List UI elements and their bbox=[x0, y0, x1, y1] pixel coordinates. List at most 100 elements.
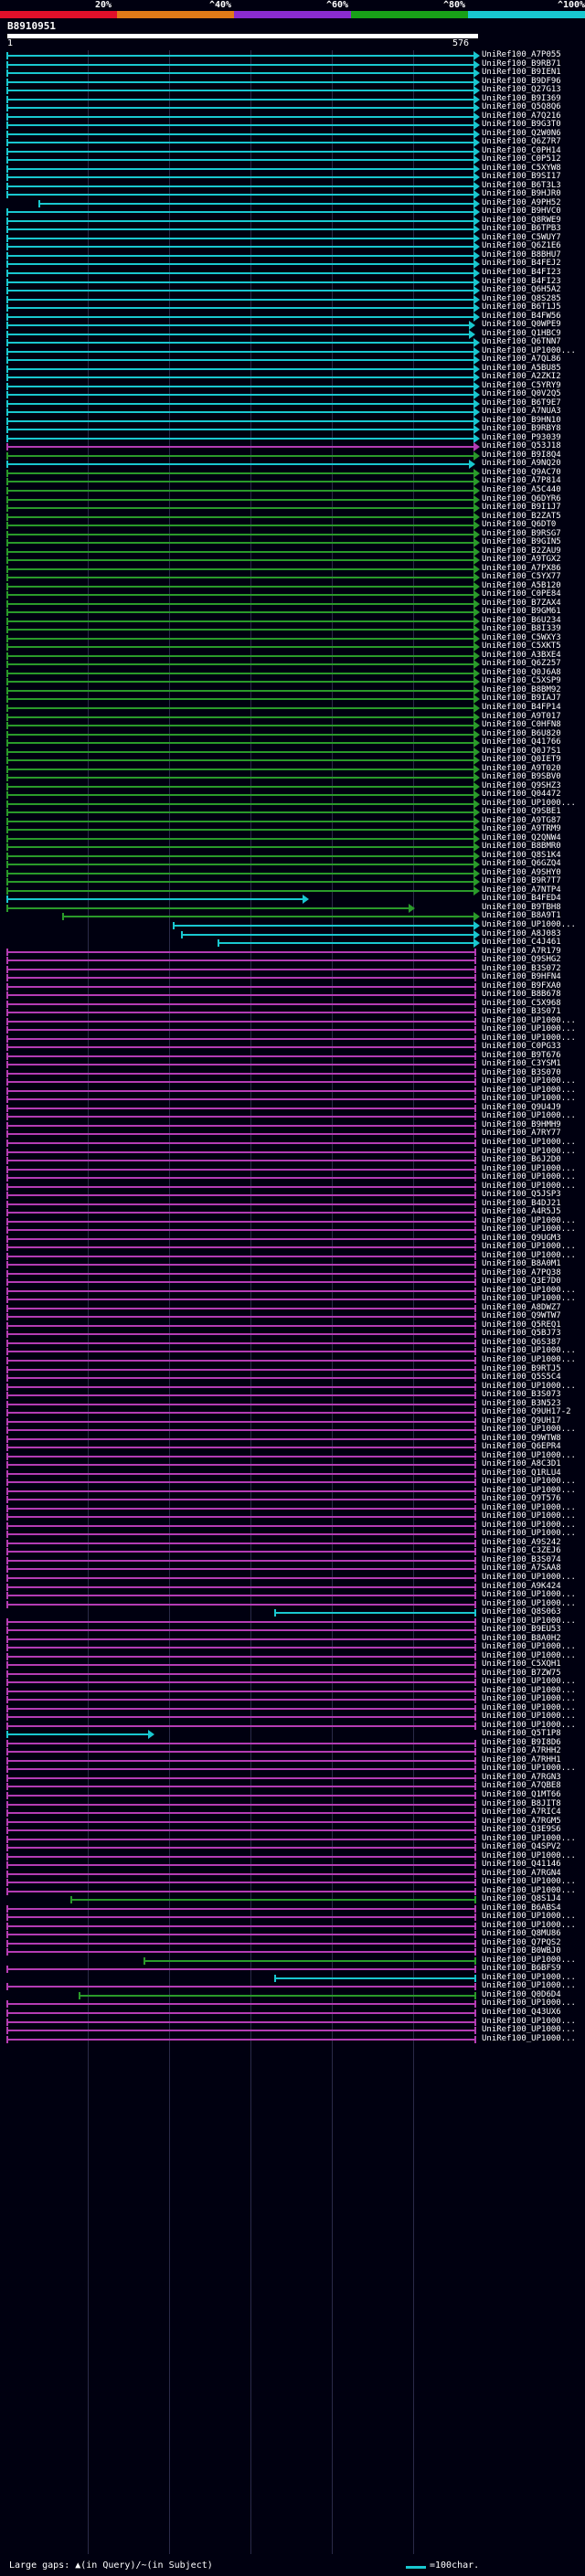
hit-row[interactable]: UniRef100_B9RSG7 bbox=[0, 529, 585, 539]
hit-label[interactable]: UniRef100_Q5S5C4 bbox=[482, 1373, 561, 1383]
hit-row[interactable]: UniRef100_B9I1J7 bbox=[0, 503, 585, 514]
hit-label[interactable]: UniRef100_UP1000... bbox=[482, 1477, 576, 1487]
hit-label[interactable]: UniRef100_Q41146 bbox=[482, 1860, 561, 1870]
hit-label[interactable]: UniRef100_B6U234 bbox=[482, 615, 561, 625]
hit-row[interactable]: UniRef100_A9S242 bbox=[0, 1538, 585, 1548]
hit-label[interactable]: UniRef100_UP1000... bbox=[482, 1590, 576, 1600]
hit-row[interactable]: UniRef100_Q6H5A2 bbox=[0, 285, 585, 296]
hit-row[interactable]: UniRef100_UP1000... bbox=[0, 1694, 585, 1704]
hit-label[interactable]: UniRef100_A7QL86 bbox=[482, 355, 561, 365]
hit-label[interactable]: UniRef100_UP1000... bbox=[482, 1181, 576, 1191]
hit-row[interactable]: UniRef100_Q9WTW8 bbox=[0, 1434, 585, 1444]
hit-row[interactable]: UniRef100_B9EU53 bbox=[0, 1625, 585, 1635]
hit-label[interactable]: UniRef100_UP1000... bbox=[482, 1215, 576, 1225]
hit-row[interactable]: UniRef100_UP1000... bbox=[0, 1450, 585, 1461]
hit-row[interactable]: UniRef100_Q6DYR6 bbox=[0, 494, 585, 504]
hit-label[interactable]: UniRef100_UP1000... bbox=[482, 1033, 576, 1043]
hit-row[interactable]: UniRef100_A7Q216 bbox=[0, 111, 585, 122]
hit-label[interactable]: UniRef100_UP1000... bbox=[482, 1511, 576, 1521]
hit-row[interactable]: UniRef100_B6ABS4 bbox=[0, 1903, 585, 1913]
hit-label[interactable]: UniRef100_A4R5J5 bbox=[482, 1207, 561, 1217]
hit-label[interactable]: UniRef100_C5XYW8 bbox=[482, 163, 561, 173]
hit-row[interactable]: UniRef100_UP1000... bbox=[0, 1382, 585, 1392]
hit-label[interactable]: UniRef100_UP1000... bbox=[482, 1998, 576, 2009]
hit-label[interactable]: UniRef100_B4DJ21 bbox=[482, 1198, 561, 1208]
hit-label[interactable]: UniRef100_B9HN10 bbox=[482, 415, 561, 425]
hit-label[interactable]: UniRef100_C0PH14 bbox=[482, 145, 561, 155]
hit-label[interactable]: UniRef100_Q9T576 bbox=[482, 1494, 561, 1504]
hit-row[interactable]: UniRef100_Q0V2Q5 bbox=[0, 389, 585, 400]
hit-label[interactable]: UniRef100_B9HJR0 bbox=[482, 189, 561, 199]
hit-row[interactable]: UniRef100_Q6GZQ4 bbox=[0, 859, 585, 870]
hit-label[interactable]: UniRef100_B4FEJ2 bbox=[482, 259, 561, 269]
hit-row[interactable]: UniRef100_Q5S5C4 bbox=[0, 1373, 585, 1383]
hit-row[interactable]: UniRef100_UP1000... bbox=[0, 1076, 585, 1087]
hit-row[interactable]: UniRef100_B8A0H2 bbox=[0, 1634, 585, 1644]
hit-row[interactable]: UniRef100_C0P512 bbox=[0, 154, 585, 165]
hit-row[interactable]: UniRef100_B8JIT8 bbox=[0, 1799, 585, 1809]
hit-row[interactable]: UniRef100_UP1000... bbox=[0, 1590, 585, 1600]
hit-label[interactable]: UniRef100_C5WXY3 bbox=[482, 632, 561, 642]
hit-label[interactable]: UniRef100_Q6H5A2 bbox=[482, 285, 561, 295]
hit-label[interactable]: UniRef100_Q5JSP3 bbox=[482, 1190, 561, 1200]
hit-row[interactable]: UniRef100_Q9WTW7 bbox=[0, 1311, 585, 1321]
hit-row[interactable]: UniRef100_Q41766 bbox=[0, 737, 585, 748]
hit-label[interactable]: UniRef100_UP1000... bbox=[482, 1355, 576, 1364]
hit-row[interactable]: UniRef100_A7RGM5 bbox=[0, 1817, 585, 1827]
hit-row[interactable]: UniRef100_UP1000... bbox=[0, 1425, 585, 1435]
hit-row[interactable]: UniRef100_C5X968 bbox=[0, 999, 585, 1009]
hit-row[interactable]: UniRef100_UP1000... bbox=[0, 1599, 585, 1609]
hit-row[interactable]: UniRef100_Q1MT66 bbox=[0, 1790, 585, 1800]
hit-label[interactable]: UniRef100_B9T676 bbox=[482, 1050, 561, 1060]
hit-label[interactable]: UniRef100_A7P055 bbox=[482, 50, 561, 59]
hit-label[interactable]: UniRef100_A8J083 bbox=[482, 928, 561, 938]
hit-label[interactable]: UniRef100_UP1000... bbox=[482, 1529, 576, 1539]
hit-label[interactable]: UniRef100_C0P512 bbox=[482, 154, 561, 164]
hit-label[interactable]: UniRef100_UP1000... bbox=[482, 1650, 576, 1660]
hit-row[interactable]: UniRef100_B9RTJ5 bbox=[0, 1364, 585, 1374]
hit-row[interactable]: UniRef100_Q6Z1E6 bbox=[0, 241, 585, 252]
hit-row[interactable]: UniRef100_B4FED4 bbox=[0, 894, 585, 905]
hit-label[interactable]: UniRef100_UP1000... bbox=[482, 1694, 576, 1704]
hit-label[interactable]: UniRef100_Q0J7S1 bbox=[482, 746, 561, 756]
hit-label[interactable]: UniRef100_B9R7T7 bbox=[482, 876, 561, 886]
hit-label[interactable]: UniRef100_B6T3L3 bbox=[482, 180, 561, 190]
hit-row[interactable]: UniRef100_A4R5J5 bbox=[0, 1207, 585, 1217]
hit-label[interactable]: UniRef100_A5BU85 bbox=[482, 363, 561, 373]
hit-label[interactable]: UniRef100_B9IEN1 bbox=[482, 68, 561, 78]
hit-label[interactable]: UniRef100_Q3E9S6 bbox=[482, 1825, 561, 1835]
hit-row[interactable]: UniRef100_B6U820 bbox=[0, 728, 585, 739]
hit-row[interactable]: UniRef100_B3S073 bbox=[0, 1390, 585, 1400]
hit-label[interactable]: UniRef100_A7RHH2 bbox=[482, 1746, 561, 1756]
hit-label[interactable]: UniRef100_B3S070 bbox=[482, 1067, 561, 1077]
hit-label[interactable]: UniRef100_Q2W0N6 bbox=[482, 128, 561, 138]
hit-row[interactable]: UniRef100_C0HFN8 bbox=[0, 720, 585, 731]
hit-row[interactable]: UniRef100_B2ZAT5 bbox=[0, 512, 585, 522]
hit-label[interactable]: UniRef100_UP1000... bbox=[482, 1450, 576, 1460]
hit-row[interactable]: UniRef100_C0PH14 bbox=[0, 145, 585, 156]
hit-row[interactable]: UniRef100_A7RHH2 bbox=[0, 1746, 585, 1756]
hit-label[interactable]: UniRef100_A9K424 bbox=[482, 1581, 561, 1591]
hit-label[interactable]: UniRef100_Q6GZQ4 bbox=[482, 859, 561, 869]
hit-row[interactable]: UniRef100_Q6TNN7 bbox=[0, 337, 585, 348]
hit-row[interactable]: UniRef100_UP1000... bbox=[0, 1111, 585, 1121]
hit-row[interactable]: UniRef100_UP1000... bbox=[0, 1251, 585, 1261]
hit-label[interactable]: UniRef100_B9I8D6 bbox=[482, 1737, 561, 1747]
hit-label[interactable]: UniRef100_Q0D6D4 bbox=[482, 1989, 561, 1999]
hit-label[interactable]: UniRef100_B9TBH8 bbox=[482, 902, 561, 912]
hit-row[interactable]: UniRef100_UP1000... bbox=[0, 1764, 585, 1774]
hit-label[interactable]: UniRef100_B3S073 bbox=[482, 1390, 561, 1400]
hit-label[interactable]: UniRef100_B9I1J7 bbox=[482, 503, 561, 513]
hit-label[interactable]: UniRef100_Q1MT66 bbox=[482, 1790, 561, 1799]
hit-row[interactable]: UniRef100_A7RHH1 bbox=[0, 1755, 585, 1765]
hit-label[interactable]: UniRef100_B3N523 bbox=[482, 1398, 561, 1408]
hit-label[interactable]: UniRef100_B6U820 bbox=[482, 728, 561, 738]
hit-label[interactable]: UniRef100_A9SHY0 bbox=[482, 867, 561, 877]
hit-label[interactable]: UniRef100_B8BM92 bbox=[482, 684, 561, 694]
hit-row[interactable]: UniRef100_B9RB71 bbox=[0, 59, 585, 69]
hit-row[interactable]: UniRef100_B8BM92 bbox=[0, 684, 585, 695]
hit-label[interactable]: UniRef100_B3S074 bbox=[482, 1554, 561, 1564]
hit-row[interactable]: UniRef100_B3S071 bbox=[0, 1007, 585, 1017]
hit-label[interactable]: UniRef100_A7RGN3 bbox=[482, 1772, 561, 1782]
hit-row[interactable]: UniRef100_Q5BJ73 bbox=[0, 1329, 585, 1339]
